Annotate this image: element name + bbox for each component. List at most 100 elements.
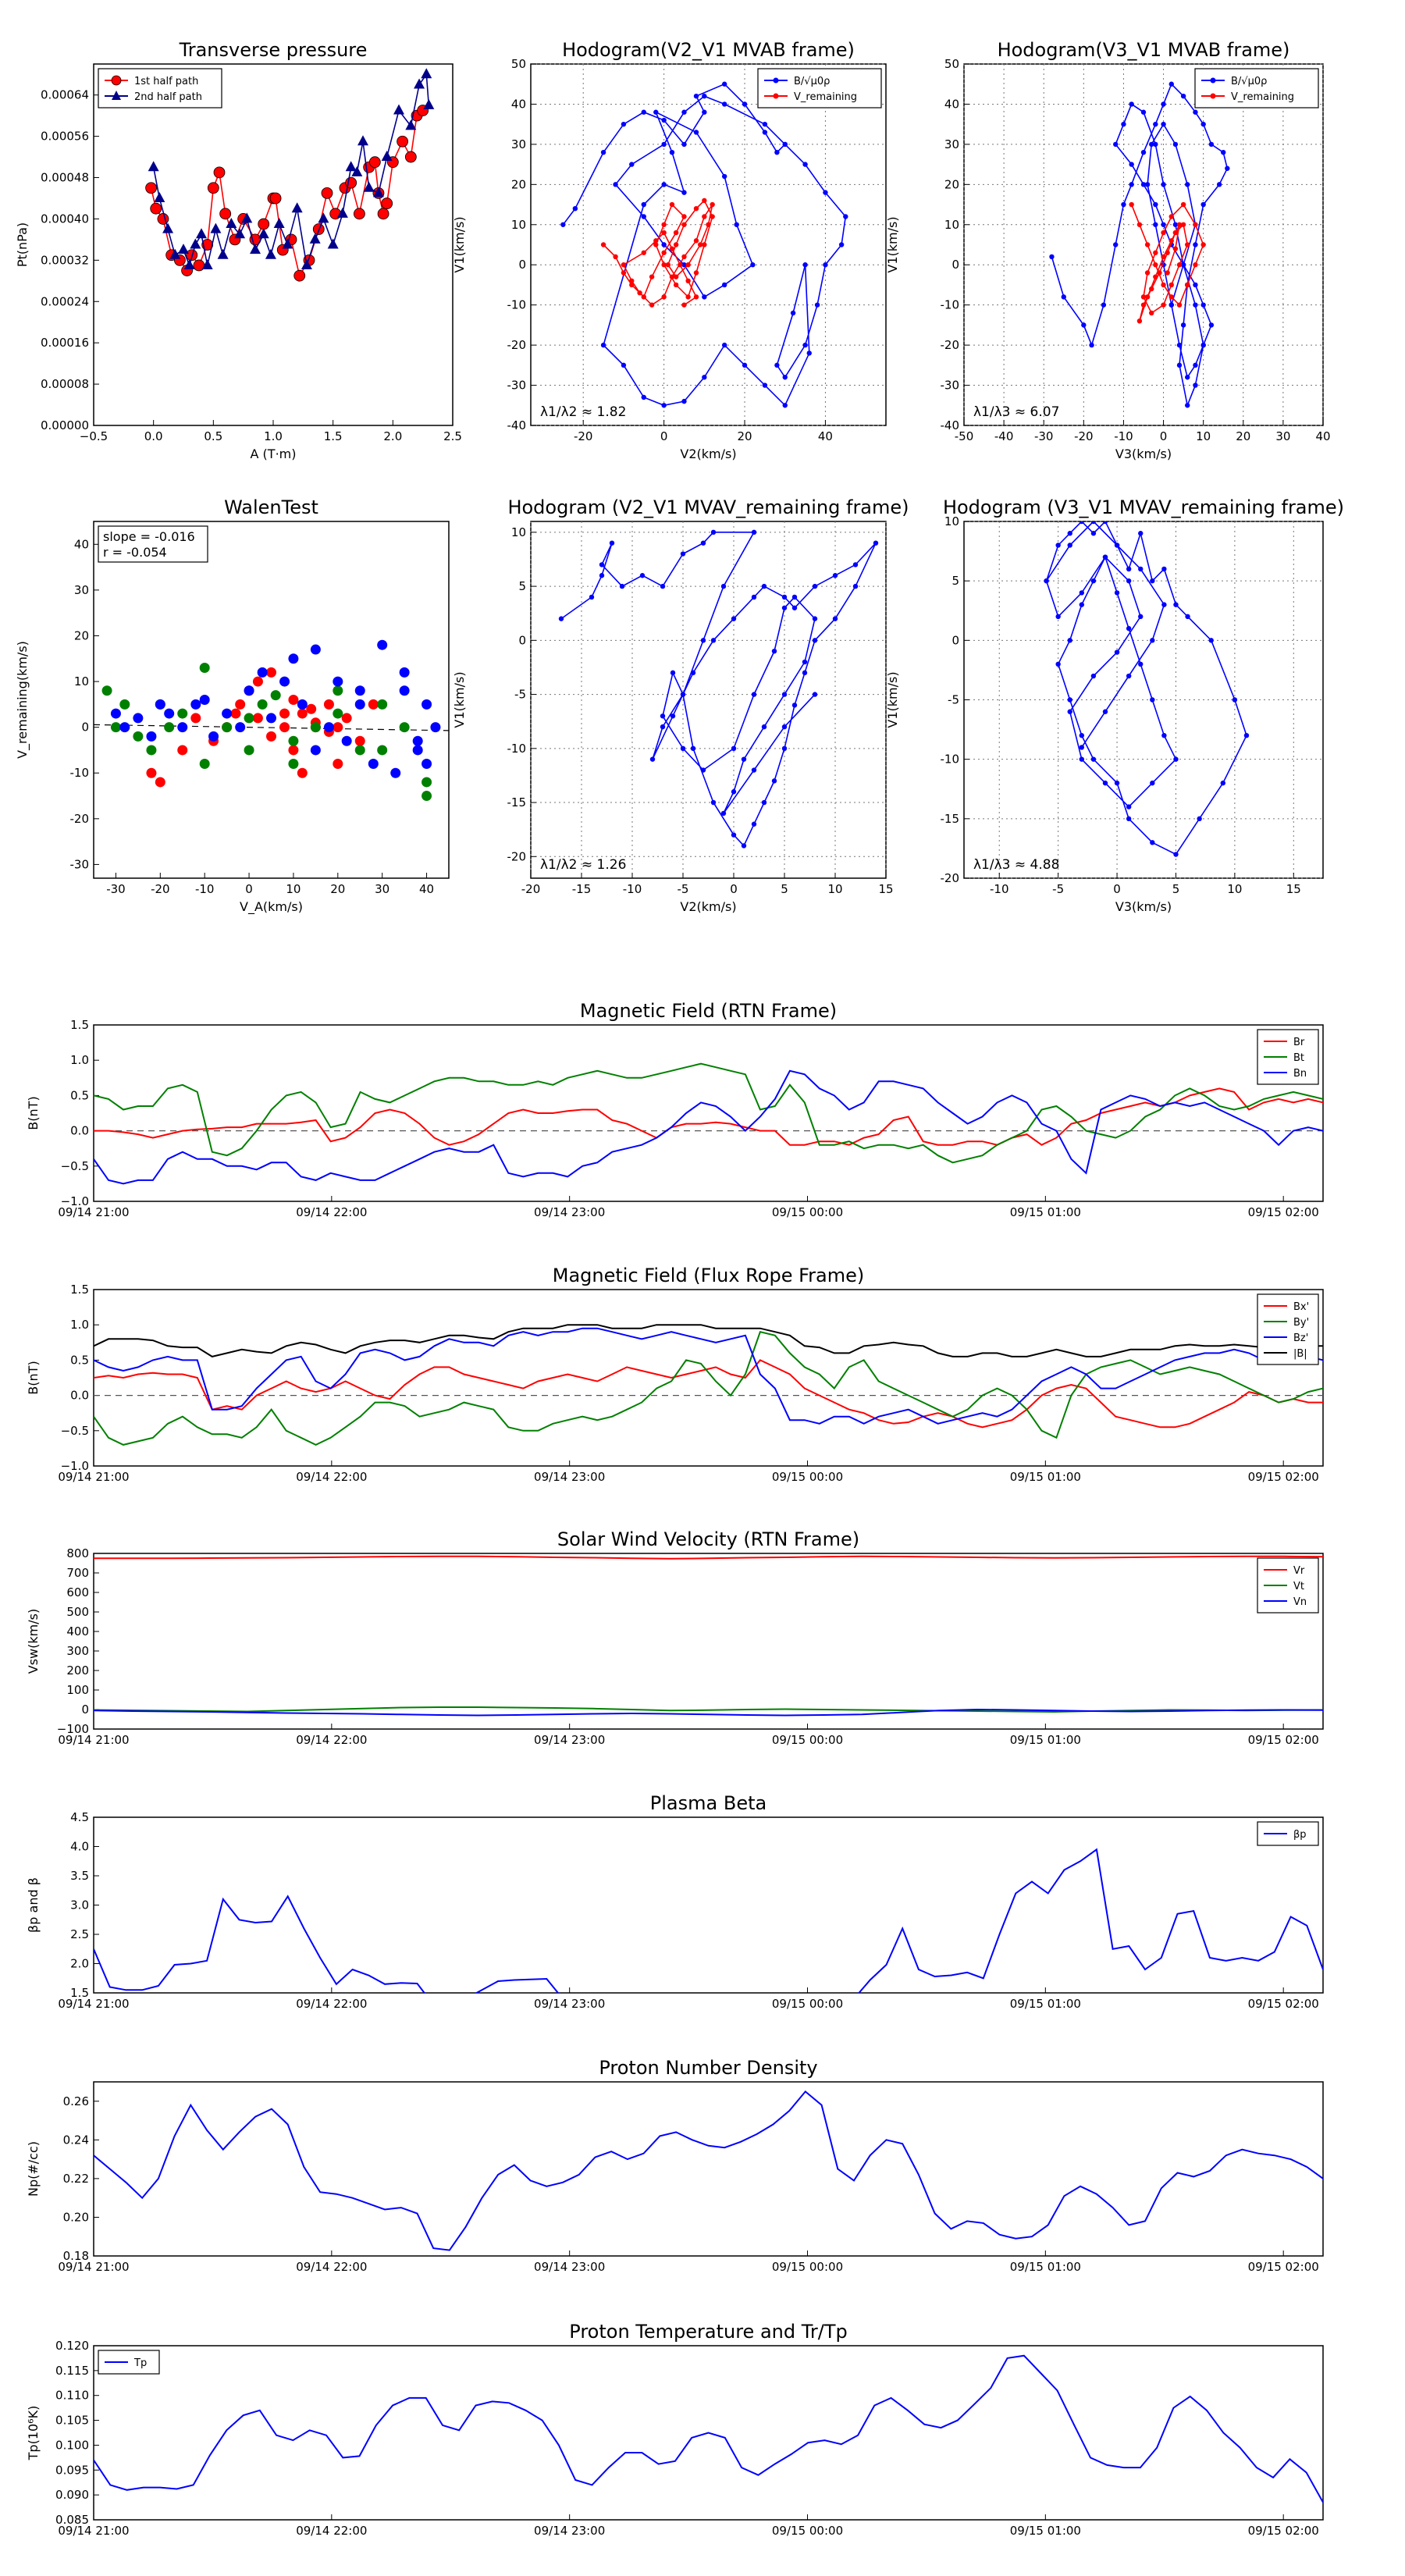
x-tick-label: 2.5	[443, 429, 462, 443]
x-tick-label: 10	[1227, 882, 1242, 896]
y-tick-label: -40	[507, 418, 527, 432]
chart-beta: 09/14 21:00 09/14 22:00 09/14 23:00 09/15 0…	[26, 1792, 1324, 2011]
data-point	[222, 722, 233, 733]
x-tick-label: -30	[1034, 429, 1054, 443]
chart-title: Magnetic Field (Flux Rope Frame)	[553, 1265, 864, 1286]
data-point	[279, 722, 290, 733]
y-axis-label: V1(km/s)	[452, 671, 467, 728]
chart-vsw: 09/14 21:00 09/14 22:00 09/14 23:00 09/15 0…	[26, 1528, 1324, 1747]
y-tick-label: 700	[66, 1566, 89, 1580]
plot-area	[94, 1848, 1323, 1993]
x-tick-label: 20	[330, 882, 345, 896]
data-point	[1185, 375, 1190, 380]
y-tick-label: 0.115	[55, 2364, 89, 2378]
data-point	[721, 282, 727, 288]
x-tick-label: 15	[878, 882, 893, 896]
series-line-βp	[94, 1848, 1323, 1993]
data-point	[258, 218, 270, 230]
data-point	[381, 151, 393, 162]
data-point	[1044, 578, 1049, 584]
data-point	[390, 767, 401, 778]
y-tick-label: 40	[74, 537, 89, 551]
x-axis-label: V2(km/s)	[680, 899, 736, 914]
y-tick-label: 0	[518, 633, 526, 647]
data-point	[629, 282, 635, 288]
data-point	[1126, 816, 1132, 822]
data-point	[702, 197, 707, 204]
x-tick-label: 09/15 02:00	[1248, 1733, 1319, 1747]
chart-np: 09/14 21:00 09/14 22:00 09/14 23:00 09/15 0…	[26, 2057, 1324, 2274]
data-point	[678, 262, 683, 268]
y-tick-label: −1.0	[61, 1459, 89, 1473]
data-point	[700, 638, 706, 643]
data-point	[690, 745, 696, 752]
data-point	[1150, 780, 1155, 786]
x-tick-label: 09/14 21:00	[58, 2524, 129, 2538]
data-point	[201, 239, 214, 251]
x-tick-label: 40	[1315, 429, 1330, 443]
x-tick-label: 09/14 21:00	[58, 1470, 129, 1484]
data-point	[1129, 162, 1134, 167]
y-axis-label: βp and β	[26, 1877, 41, 1933]
series-line-B/√μ0ρ	[562, 83, 847, 407]
data-point	[1197, 816, 1202, 822]
data-point	[1193, 242, 1198, 247]
data-point	[700, 540, 706, 546]
legend-marker	[1210, 77, 1216, 84]
data-point	[681, 222, 687, 227]
plot-area	[1049, 81, 1230, 408]
legend-label: 1st half path	[134, 76, 198, 87]
chart-title: Solar Wind Velocity (RTN Frame)	[557, 1528, 859, 1550]
data-point	[693, 93, 699, 99]
data-point	[629, 278, 635, 283]
data-point	[190, 713, 201, 724]
data-point	[685, 262, 691, 268]
data-point	[422, 791, 432, 802]
data-point	[681, 254, 687, 260]
data-point	[145, 182, 158, 194]
series-line-Vn	[94, 1708, 1323, 1717]
data-point	[660, 713, 666, 719]
y-tick-label: -5	[948, 693, 959, 707]
legend	[757, 68, 882, 109]
data-point	[146, 745, 157, 756]
y-tick-label: 0.00056	[41, 130, 89, 144]
data-point	[1221, 149, 1226, 155]
x-tick-label: 0	[1160, 429, 1168, 443]
data-point	[1161, 282, 1166, 288]
data-point	[1079, 745, 1085, 750]
annotation-text: λ1/λ2 ≈ 1.26	[540, 857, 626, 873]
legend	[1194, 68, 1319, 109]
data-point	[681, 141, 687, 148]
data-point	[1090, 578, 1097, 584]
chart-title: Proton Temperature and Tr/Tp	[569, 2321, 847, 2343]
data-point	[1180, 262, 1186, 268]
data-point	[673, 229, 679, 236]
data-point	[560, 222, 566, 227]
x-tick-label: 0	[1113, 882, 1121, 896]
x-tick-label: -30	[106, 882, 126, 896]
data-point	[1176, 362, 1183, 368]
data-point	[133, 731, 144, 742]
data-point	[1168, 238, 1174, 244]
data-point	[190, 699, 201, 710]
x-tick-label: 0	[245, 882, 253, 896]
y-tick-label: -30	[507, 379, 527, 393]
data-point	[661, 117, 667, 123]
data-point	[1193, 282, 1198, 288]
data-point	[873, 540, 879, 546]
y-tick-label: 2.0	[70, 1957, 89, 1971]
x-tick-label: 09/15 01:00	[1010, 2260, 1081, 2274]
data-point	[327, 238, 339, 249]
data-point	[1153, 274, 1158, 279]
data-point	[661, 141, 667, 148]
data-point	[399, 667, 410, 678]
y-tick-label: 5	[518, 579, 526, 593]
x-tick-label: -15	[572, 882, 592, 896]
data-point	[1150, 578, 1155, 584]
data-point	[649, 756, 656, 762]
y-tick-label: 2.5	[70, 1927, 89, 1941]
legend-label: Bx'	[1293, 1301, 1309, 1313]
data-point	[791, 703, 798, 708]
data-point	[670, 713, 676, 719]
